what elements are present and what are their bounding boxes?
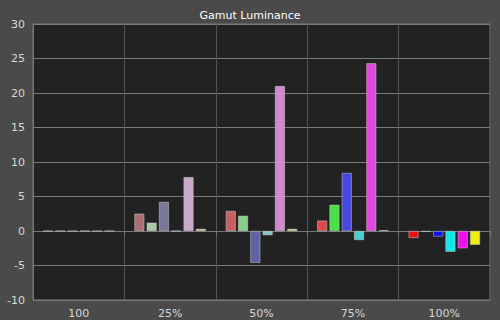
svg-text:30: 30 [11, 18, 25, 31]
svg-text:5: 5 [18, 190, 25, 203]
svg-text:50%: 50% [249, 307, 273, 320]
svg-text:100%: 100% [429, 307, 460, 320]
svg-text:20: 20 [11, 87, 25, 100]
svg-text:25%: 25% [158, 307, 182, 320]
svg-text:10: 10 [11, 156, 25, 169]
svg-text:100: 100 [68, 307, 89, 320]
svg-text:Gamut Luminance: Gamut Luminance [200, 9, 301, 22]
svg-text:-5: -5 [14, 259, 25, 272]
svg-text:15: 15 [11, 121, 25, 134]
svg-text:0: 0 [18, 225, 25, 238]
svg-text:-10: -10 [7, 294, 25, 307]
svg-text:75%: 75% [341, 307, 365, 320]
svg-text:25: 25 [11, 52, 25, 65]
